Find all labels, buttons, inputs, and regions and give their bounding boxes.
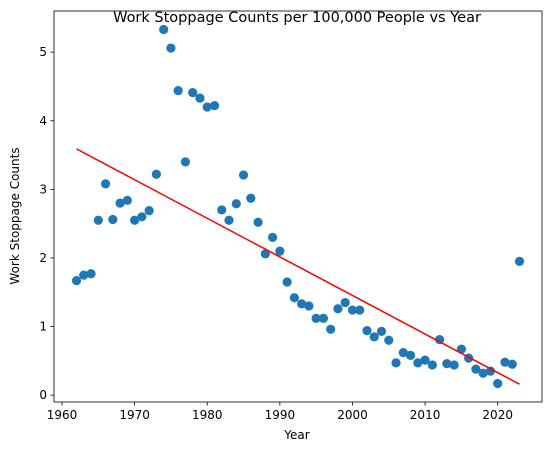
data-point [166,43,175,52]
data-point [275,246,284,255]
data-point [253,218,262,227]
data-point [341,298,350,307]
y-tick-label: 2 [39,251,47,265]
x-axis-label: Year [283,428,309,442]
plot-area [54,11,542,402]
data-point [181,157,190,166]
x-tick-label: 1990 [265,408,296,422]
data-point [515,257,524,266]
x-tick-label: 2020 [482,408,513,422]
data-point [195,94,204,103]
data-point [152,170,161,179]
data-point [391,358,400,367]
data-point [370,332,379,341]
data-point [304,301,313,310]
data-point [450,360,459,369]
data-point [406,351,415,360]
data-point [123,196,132,205]
x-axis: 1960 1970 1980 1990 2000 2010 2020 [47,402,513,422]
data-point [217,205,226,214]
data-point [232,199,241,208]
data-point [377,327,386,336]
data-point [159,25,168,34]
y-axis-label: Work Stoppage Counts [8,147,22,284]
data-point [508,360,517,369]
y-axis: 0 1 2 3 4 5 [39,45,54,402]
data-point [333,304,342,313]
data-point [290,293,299,302]
data-point [246,194,255,203]
x-tick-label: 1970 [119,408,150,422]
data-point [210,101,219,110]
data-point [239,170,248,179]
y-tick-label: 5 [39,45,47,59]
x-tick-label: 2000 [337,408,368,422]
y-tick-label: 4 [39,114,47,128]
data-point [108,215,117,224]
y-tick-label: 3 [39,182,47,196]
data-point [268,233,277,242]
data-point [86,269,95,278]
x-tick-label: 1980 [192,408,223,422]
chart-title: Work Stoppage Counts per 100,000 People … [113,10,481,26]
data-point [137,212,146,221]
data-point [355,305,364,314]
data-point [101,179,110,188]
data-point [283,277,292,286]
data-point [188,88,197,97]
data-point [174,86,183,95]
y-tick-label: 0 [39,388,47,402]
data-point [493,379,502,388]
data-point [326,325,335,334]
data-point [384,336,393,345]
x-tick-label: 1960 [47,408,78,422]
data-point [94,216,103,225]
data-point [72,276,81,285]
x-tick-label: 2010 [410,408,441,422]
data-point [428,360,437,369]
data-point [319,314,328,323]
data-point [224,216,233,225]
data-point [362,326,371,335]
data-point [145,206,154,215]
y-tick-label: 1 [39,320,47,334]
